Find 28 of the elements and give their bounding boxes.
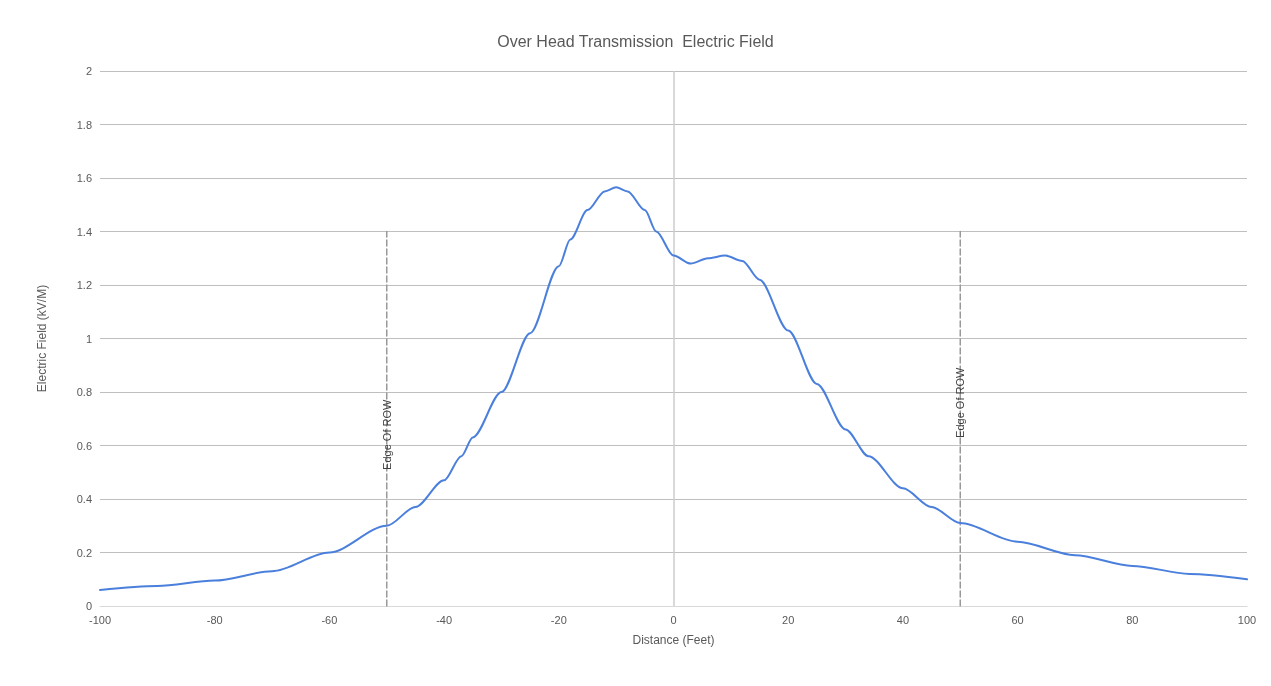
- x-tick-label: 20: [782, 613, 795, 626]
- x-tick-label: 40: [896, 613, 910, 626]
- x-tick-label: -100: [88, 613, 112, 626]
- y-tick-label: 0.2: [76, 546, 92, 559]
- y-tick-label: 0.6: [76, 439, 92, 452]
- x-tick-label: 60: [1011, 613, 1024, 626]
- x-axis-title: Distance (Feet): [632, 633, 715, 647]
- chart-title: Over Head Transmission Electric Field: [497, 32, 774, 50]
- y-tick-label: 1.8: [76, 118, 92, 131]
- y-tick-label: 2: [85, 65, 92, 77]
- y-tick-label: 1: [85, 332, 92, 345]
- x-tick-label: 0: [670, 613, 677, 626]
- y-tick-label: 0: [85, 600, 92, 612]
- y-tick-label: 0.4: [76, 493, 92, 505]
- y-tick-label: 1.4: [76, 225, 92, 238]
- x-tick-label: 80: [1126, 613, 1139, 626]
- annotation: Edge Of ROW: [380, 398, 393, 470]
- x-tick-label: -80: [206, 613, 223, 626]
- y-axis-title: Electric Field (kV/M): [35, 284, 49, 393]
- y-tick-label: 1.2: [76, 279, 92, 291]
- x-tick-label: -60: [321, 613, 338, 626]
- line-series: [99, 186, 1248, 591]
- x-tick-label: -20: [550, 613, 567, 626]
- x-tick-label: 100: [1237, 613, 1257, 626]
- annotation: Edge Of ROW: [954, 366, 967, 438]
- y-tick-label: 1.6: [76, 172, 92, 184]
- y-tick-label: 0.8: [76, 386, 92, 398]
- x-tick-label: -40: [436, 613, 453, 626]
